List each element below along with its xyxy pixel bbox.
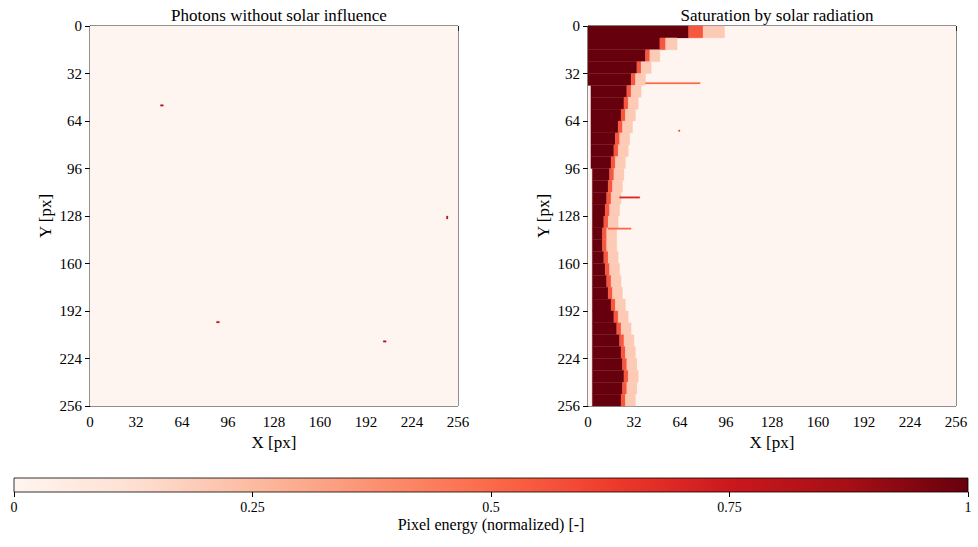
svg-text:64: 64 (673, 414, 689, 430)
svg-text:224: 224 (60, 351, 83, 367)
svg-text:0: 0 (11, 500, 18, 515)
svg-text:128: 128 (263, 414, 286, 430)
svg-text:192: 192 (853, 414, 876, 430)
svg-text:Pixel energy (normalized) [-]: Pixel energy (normalized) [-] (398, 516, 585, 534)
svg-text:32: 32 (627, 414, 642, 430)
svg-text:128: 128 (558, 208, 581, 224)
svg-text:192: 192 (60, 303, 83, 319)
svg-text:224: 224 (401, 414, 424, 430)
svg-text:0.25: 0.25 (240, 500, 265, 515)
svg-text:0.75: 0.75 (717, 500, 742, 515)
svg-text:128: 128 (60, 208, 83, 224)
svg-text:32: 32 (129, 414, 144, 430)
svg-text:1: 1 (965, 500, 972, 515)
svg-text:224: 224 (558, 351, 581, 367)
svg-text:192: 192 (558, 303, 581, 319)
svg-text:96: 96 (565, 161, 581, 177)
svg-text:96: 96 (67, 161, 83, 177)
svg-text:96: 96 (221, 414, 237, 430)
svg-text:160: 160 (60, 256, 83, 272)
svg-text:160: 160 (558, 256, 581, 272)
svg-text:X [px]: X [px] (252, 433, 297, 452)
svg-text:64: 64 (67, 113, 83, 129)
svg-text:0: 0 (584, 414, 592, 430)
svg-text:224: 224 (899, 414, 922, 430)
svg-text:0: 0 (75, 18, 83, 34)
svg-text:256: 256 (447, 414, 470, 430)
svg-text:Y [px]: Y [px] (36, 194, 55, 238)
svg-text:0.5: 0.5 (482, 500, 500, 515)
svg-text:256: 256 (945, 414, 968, 430)
svg-text:256: 256 (60, 398, 83, 414)
svg-text:X [px]: X [px] (750, 433, 795, 452)
svg-text:64: 64 (175, 414, 191, 430)
svg-text:192: 192 (355, 414, 378, 430)
svg-text:Y [px]: Y [px] (534, 194, 553, 238)
svg-text:64: 64 (565, 113, 581, 129)
svg-text:96: 96 (719, 414, 735, 430)
svg-text:32: 32 (565, 66, 580, 82)
svg-text:Saturation by solar radiation: Saturation by solar radiation (680, 6, 874, 25)
svg-text:Photons without solar influenc: Photons without solar influence (171, 6, 387, 25)
svg-text:32: 32 (67, 66, 82, 82)
svg-text:128: 128 (761, 414, 784, 430)
svg-text:160: 160 (309, 414, 332, 430)
svg-text:0: 0 (86, 414, 94, 430)
svg-text:0: 0 (573, 18, 581, 34)
svg-text:256: 256 (558, 398, 581, 414)
svg-text:160: 160 (807, 414, 830, 430)
